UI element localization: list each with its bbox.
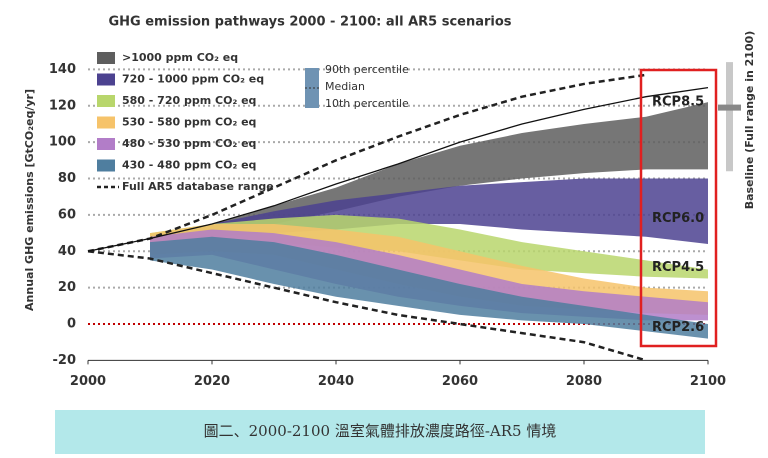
range-line xyxy=(87,250,647,362)
annotation: RCP2.6 xyxy=(652,320,704,335)
band xyxy=(150,236,708,339)
range-line xyxy=(87,73,647,253)
legend-label: >1000 ppm CO₂ eq xyxy=(122,51,238,64)
y-tick-label: 140 xyxy=(49,62,76,77)
legend-swatch xyxy=(97,73,115,86)
annotation: RCP6.0 xyxy=(652,211,704,226)
y-tick-label: 20 xyxy=(58,280,76,295)
caption-box xyxy=(55,410,705,454)
baseline-median xyxy=(718,104,741,111)
chart-title: GHG emission pathways 2000 - 2100: all A… xyxy=(108,15,511,30)
legend-label: 480 - 530 ppm CO₂ eq xyxy=(122,137,256,150)
percentile-label: Median xyxy=(325,80,365,93)
x-tick-label: 2000 xyxy=(70,374,106,389)
legend-swatch xyxy=(97,116,115,129)
band xyxy=(150,178,708,252)
annotation: RCP4.5 xyxy=(652,260,704,275)
y-tick-label: 80 xyxy=(58,171,76,186)
y-axis-label: Annual GHG emissions [GtCO₂eq/yr] xyxy=(23,89,36,311)
legend-swatch xyxy=(97,138,115,150)
y-tick-label: 40 xyxy=(58,244,76,259)
y-tick-label: 60 xyxy=(58,207,76,222)
y-tick-label: 0 xyxy=(67,317,76,332)
annotation: RCP8.5 xyxy=(652,95,704,110)
legend-label: 530 - 580 ppm CO₂ eq xyxy=(122,116,256,129)
x-tick-label: 2040 xyxy=(318,374,354,389)
y-tick-label: 120 xyxy=(49,98,76,113)
x-tick-label: 2100 xyxy=(690,374,726,389)
y-tick-label: 100 xyxy=(49,135,76,150)
caption: 圖二、2000-2100 溫室氣體排放濃度路徑-AR5 情境 xyxy=(204,422,557,440)
x-tick-label: 2020 xyxy=(194,374,230,389)
legend-label: 720 - 1000 ppm CO₂ eq xyxy=(122,73,264,86)
percentile-label: 10th percentile xyxy=(325,97,409,110)
legend-label: 430 - 480 ppm CO₂ eq xyxy=(122,159,256,172)
median-line xyxy=(87,86,709,252)
percentile-swatch xyxy=(305,68,319,108)
legend-swatch xyxy=(97,95,115,107)
legend-swatch xyxy=(97,159,115,172)
y-tick-label: -20 xyxy=(53,353,77,368)
legend-swatch xyxy=(97,52,115,64)
percentile-label: 90th percentile xyxy=(325,63,409,76)
x-tick-label: 2060 xyxy=(442,374,478,389)
legend-label: Full AR5 database range xyxy=(122,180,274,193)
baseline-label: Baseline (Full range in 2100) xyxy=(743,31,756,210)
baseline-range xyxy=(726,62,733,172)
legend-label: 580 - 720 ppm CO₂ eq xyxy=(122,94,256,107)
highlight-box xyxy=(639,68,718,348)
x-tick-label: 2080 xyxy=(566,374,602,389)
